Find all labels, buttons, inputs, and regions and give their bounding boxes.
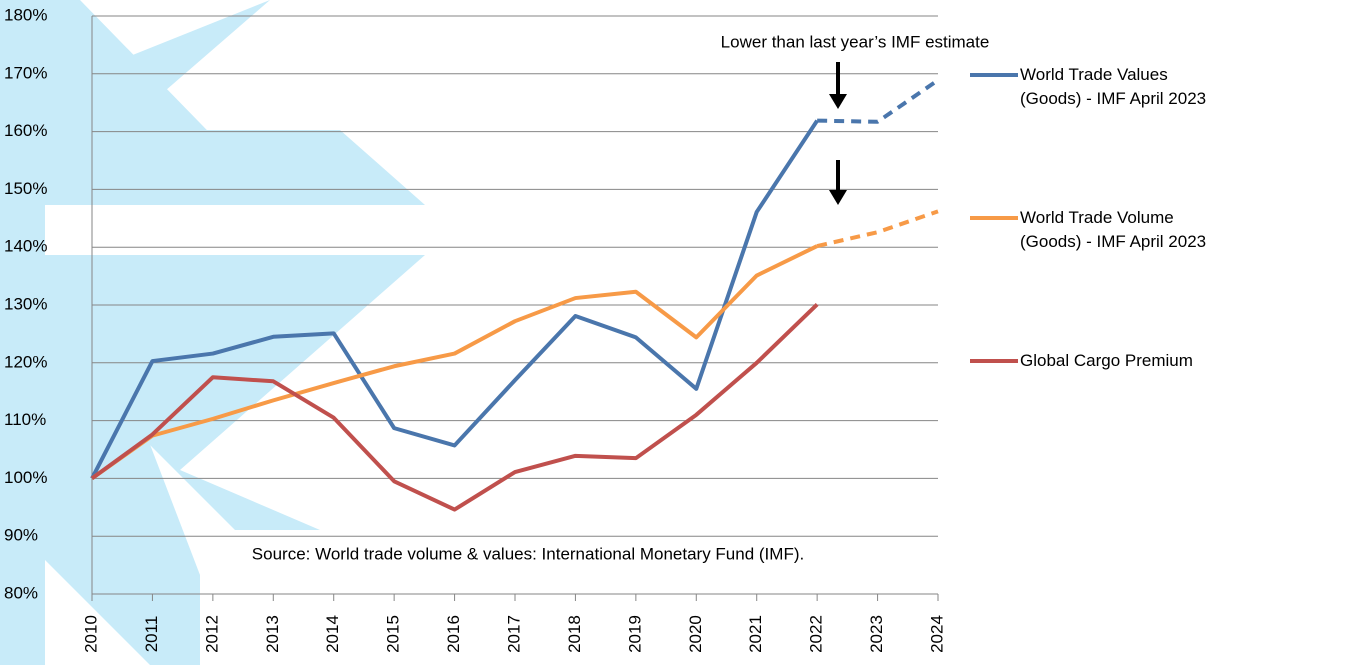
x-tick-label: 2015 bbox=[384, 615, 403, 653]
y-tick-label: 170% bbox=[4, 63, 47, 82]
y-tick-label: 100% bbox=[4, 468, 47, 487]
y-tick-label: 180% bbox=[4, 5, 47, 24]
y-tick-label: 130% bbox=[4, 294, 47, 313]
plot-area: 80% 90% 100% 110% 120% 130% 140% 150% 160% 170% 18… bbox=[4, 5, 946, 652]
legend-label: Global Cargo Premium bbox=[1020, 351, 1193, 370]
x-tick-label: 2022 bbox=[807, 615, 826, 653]
y-tick-label: 90% bbox=[4, 526, 38, 545]
series-line-projection bbox=[816, 209, 939, 248]
y-tick-label: 140% bbox=[4, 237, 47, 256]
y-tick-label: 150% bbox=[4, 179, 47, 198]
series-line bbox=[90, 119, 819, 480]
legend-label: World Trade Volume (Goods) - IMF April 2… bbox=[1020, 208, 1207, 251]
y-tick-label: 110% bbox=[4, 410, 46, 429]
y-tick-label: 120% bbox=[4, 352, 47, 371]
y-tick-label: 80% bbox=[4, 583, 38, 602]
x-tick-label: 2018 bbox=[565, 615, 584, 653]
x-tick-label: 2013 bbox=[263, 615, 282, 653]
x-tick-label: 2020 bbox=[686, 615, 705, 653]
x-tick-label: 2012 bbox=[202, 615, 221, 653]
x-tick-label: 2023 bbox=[867, 615, 886, 653]
x-tick-label: 2021 bbox=[746, 615, 765, 653]
series-line-projection bbox=[817, 78, 940, 124]
series-line bbox=[90, 244, 819, 481]
legend-label: World Trade Values (Goods) - IMF April 2… bbox=[1020, 65, 1207, 108]
x-tick-label: 2017 bbox=[504, 615, 523, 653]
background-decor bbox=[0, 0, 425, 665]
annotation-arrow bbox=[829, 62, 847, 205]
x-tick-label: 2019 bbox=[625, 615, 644, 653]
y-tick-label: 160% bbox=[4, 121, 47, 140]
x-tick-label: 2016 bbox=[444, 615, 463, 653]
x-tick-label: 2024 bbox=[927, 615, 946, 653]
x-tick-label: 2014 bbox=[323, 615, 342, 653]
series-line bbox=[90, 302, 819, 512]
x-tick-label: 2010 bbox=[81, 615, 100, 653]
source-note: Source: World trade volume & values: Int… bbox=[252, 544, 804, 563]
annotation: Lower than last year’s IMF estimate bbox=[721, 32, 990, 51]
x-tick-label: 2011 bbox=[142, 616, 161, 653]
